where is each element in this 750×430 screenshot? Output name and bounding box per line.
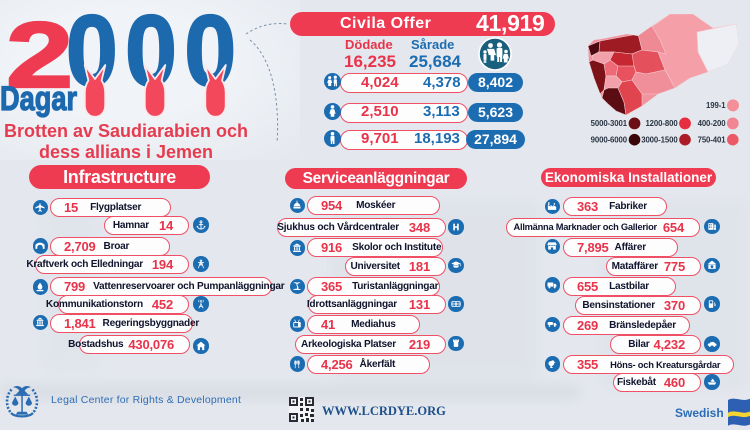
svg-text:400-200: 400-200 [698, 119, 727, 128]
svg-text:1200-800: 1200-800 [645, 119, 678, 128]
svg-text:9000-6000: 9000-6000 [591, 136, 628, 145]
svg-text:5000-3001: 5000-3001 [591, 119, 628, 128]
svg-text:3000-1500: 3000-1500 [641, 136, 678, 145]
svg-text:199-1: 199-1 [706, 101, 726, 110]
svg-text:750-401: 750-401 [698, 136, 727, 145]
